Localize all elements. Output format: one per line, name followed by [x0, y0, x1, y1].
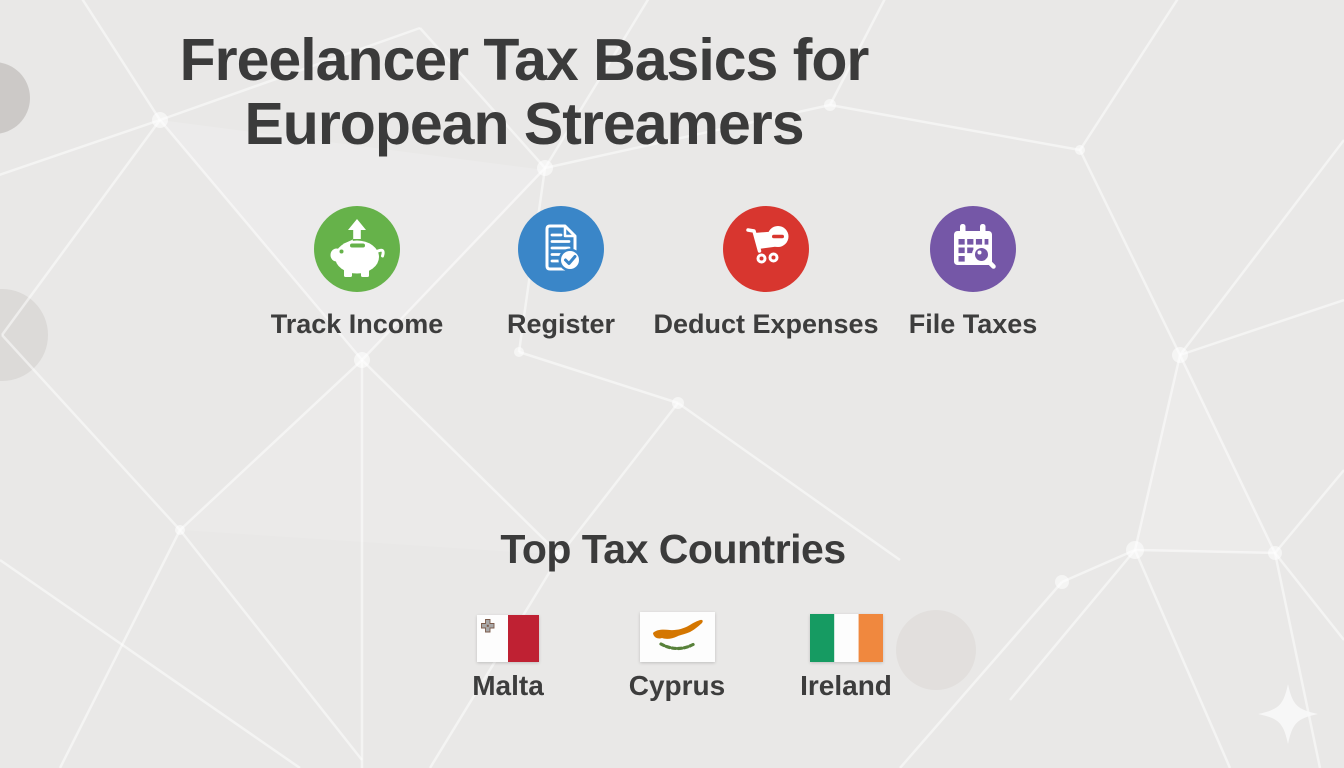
page-title-line1: Freelancer Tax Basics for: [179, 27, 870, 93]
piggy-bank-arrow-icon: [314, 206, 400, 292]
calendar-search-icon: [930, 206, 1016, 292]
step-deduct-expenses: Deduct Expenses: [646, 206, 886, 340]
ireland-flag: [766, 612, 926, 662]
step-register: Register: [441, 206, 681, 340]
step-label: Track Income: [270, 309, 444, 339]
page-title-line2: European Streamers: [244, 91, 804, 157]
step-label: Deduct Expenses: [653, 309, 879, 339]
page-title: Freelancer Tax Basics for European Strea…: [124, 28, 924, 156]
step-label: Register: [506, 309, 616, 339]
step-track-income: Track Income: [237, 206, 477, 340]
cart-minus-icon: [723, 206, 809, 292]
document-check-icon: [518, 206, 604, 292]
malta-flag: [428, 612, 588, 662]
step-label: File Taxes: [908, 309, 1038, 339]
cyprus-flag: [597, 612, 757, 662]
country-malta: Malta: [428, 612, 588, 702]
country-cyprus: Cyprus: [597, 612, 757, 702]
countries-section-heading: Top Tax Countries: [500, 526, 846, 572]
country-name: Cyprus: [628, 670, 726, 701]
country-ireland: Ireland: [766, 612, 926, 702]
country-name: Ireland: [800, 670, 892, 701]
step-file-taxes: File Taxes: [853, 206, 1093, 340]
country-name: Malta: [472, 670, 544, 701]
